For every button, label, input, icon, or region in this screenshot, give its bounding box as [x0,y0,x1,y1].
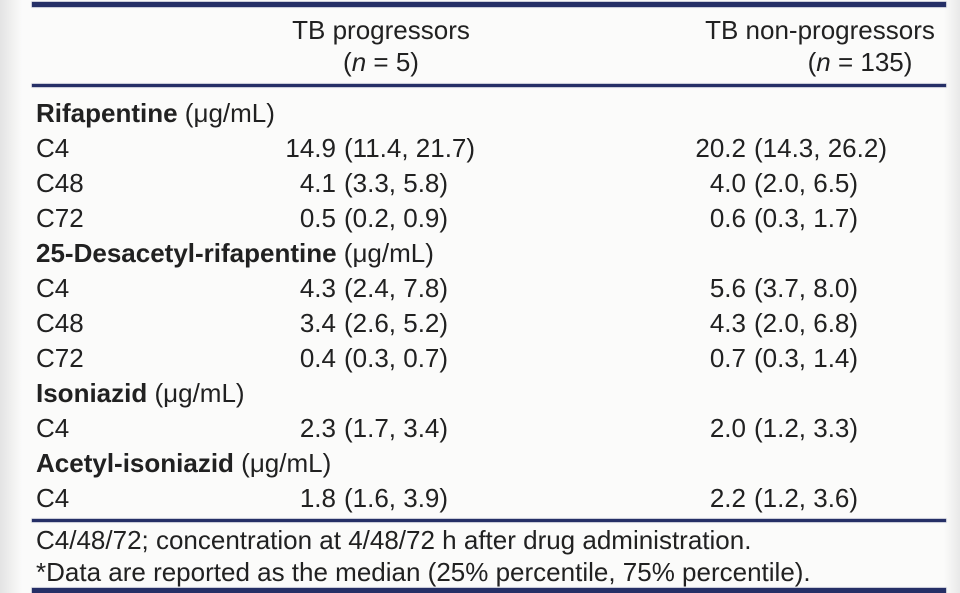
drug-name: 25-Desacetyl-rifapentine [36,238,337,268]
iqr-value: (11.4, 21.7) [344,133,476,163]
header-bottom-rule [32,84,946,87]
n-prefix: ( [343,47,352,77]
iqr-value: (0.2, 0.9) [344,203,449,233]
median-value: 0.7 [709,343,746,373]
iqr-value: (1.7, 3.4) [344,413,449,443]
iqr-value: (2.4, 7.8) [344,273,449,303]
progressors-value: 14.9 (11.4, 21.7) [240,131,500,166]
iqr-value: (1.2, 3.6) [754,483,859,513]
n-variable: n [351,47,367,77]
iqr-value: (3.3, 5.8) [344,168,449,198]
drug-unit: (μg/mL) [233,448,332,478]
nonprogressors-value: 5.6 (3.7, 8.0) [650,271,910,306]
iqr-value: (3.7, 8.0) [754,273,859,303]
drug-unit: (μg/mL) [147,378,245,408]
n-suffix: = 135) [830,47,913,77]
progressors-value: 3.4 (2.6, 5.2) [240,306,500,341]
iqr-value: (0.3, 1.7) [754,203,859,233]
section-row-acetyl-isoniazid: Acetyl-isoniazid (μg/mL) [0,446,960,481]
table-row: C4 1.8 (1.6, 3.9) 2.2 (1.2, 3.6) [0,481,960,516]
section-row-desacetyl-rifapentine: 25-Desacetyl-rifapentine (μg/mL) [0,236,960,271]
median-value: 2.0 [709,413,746,443]
row-label: C4 [36,413,70,443]
progressors-value: 0.5 (0.2, 0.9) [240,201,500,236]
progressors-value: 2.3 (1.7, 3.4) [240,411,500,446]
table-row: C48 3.4 (2.6, 5.2) 4.3 (2.0, 6.8) [0,306,960,341]
table-bottom-rule [32,588,946,593]
row-label: C4 [36,133,70,163]
nonprogressors-value: 0.6 (0.3, 1.7) [650,201,910,236]
table-row: C72 0.4 (0.3, 0.7) 0.7 (0.3, 1.4) [0,341,960,376]
drug-name: Acetyl-isoniazid [36,448,234,478]
body-bottom-rule [32,519,946,522]
drug-unit: (μg/mL) [177,98,275,128]
column-header-nonprogressors: TB non-progressors [705,15,935,45]
table-row: C4 2.3 (1.7, 3.4) 2.0 (1.2, 3.3) [0,411,960,446]
column-header-progressors-n: (n = 5) [241,46,521,78]
table-row: C48 4.1 (3.3, 5.8) 4.0 (2.0, 6.5) [0,166,960,201]
drug-unit: (μg/mL) [336,238,434,268]
progressors-value: 4.1 (3.3, 5.8) [240,166,500,201]
nonprogressors-value: 2.0 (1.2, 3.3) [650,411,910,446]
table-top-rule [32,2,946,7]
iqr-value: (2.6, 5.2) [344,308,449,338]
iqr-value: (1.2, 3.3) [754,413,859,443]
median-value: 20.2 [695,133,746,163]
median-value: 4.1 [299,168,336,198]
median-value: 2.3 [299,413,336,443]
row-label: C72 [36,203,84,233]
row-label: C4 [36,273,70,303]
table-body: Rifapentine (μg/mL) C4 14.9 (11.4, 21.7) … [0,96,960,516]
drug-name: Isoniazid [36,378,148,408]
nonprogressors-value: 0.7 (0.3, 1.4) [650,341,910,376]
median-value: 4.3 [709,308,746,338]
median-value: 4.0 [709,168,746,198]
row-label: C48 [36,168,84,198]
progressors-value: 1.8 (1.6, 3.9) [240,481,500,516]
progressors-value: 4.3 (2.4, 7.8) [240,271,500,306]
section-label: Rifapentine (μg/mL) [36,96,275,131]
median-value: 0.5 [299,203,336,233]
n-variable: n [816,47,831,77]
iqr-value: (1.6, 3.9) [344,483,449,513]
nonprogressors-value: 4.0 (2.0, 6.5) [650,166,910,201]
section-label: Acetyl-isoniazid (μg/mL) [36,446,331,481]
median-value: 5.6 [709,273,746,303]
median-value: 0.4 [299,343,336,373]
section-row-isoniazid: Isoniazid (μg/mL) [0,376,960,411]
section-label: Isoniazid (μg/mL) [36,376,245,411]
column-header-progressors: TB progressors [292,15,470,45]
iqr-value: (0.3, 0.7) [344,343,449,373]
n-suffix: = 5) [366,47,419,77]
footnote-line-2: *Data are reported as the median (25% pe… [36,557,811,587]
median-value: 1.8 [299,483,336,513]
median-value: 2.2 [709,483,746,513]
drug-name: Rifapentine [36,98,178,128]
row-label: C48 [36,308,84,338]
iqr-value: (2.0, 6.5) [754,168,859,198]
footnote-line-1: C4/48/72; concentration at 4/48/72 h aft… [36,525,752,555]
table-footnotes: C4/48/72; concentration at 4/48/72 h aft… [36,524,940,588]
nonprogressors-value: 20.2 (14.3, 26.2) [650,131,910,166]
section-label: 25-Desacetyl-rifapentine (μg/mL) [36,236,434,271]
iqr-value: (2.0, 6.8) [754,308,859,338]
table-row: C4 14.9 (11.4, 21.7) 20.2 (14.3, 26.2) [0,131,960,166]
column-header-nonprogressors-n: (n = 135) [720,46,960,78]
median-value: 4.3 [299,273,336,303]
section-row-rifapentine: Rifapentine (μg/mL) [0,96,960,131]
progressors-value: 0.4 (0.3, 0.7) [240,341,500,376]
iqr-value: (14.3, 26.2) [754,133,887,163]
n-prefix: ( [807,47,817,77]
median-value: 3.4 [299,308,336,338]
nonprogressors-value: 4.3 (2.0, 6.8) [650,306,910,341]
table-row: C72 0.5 (0.2, 0.9) 0.6 (0.3, 1.7) [0,201,960,236]
nonprogressors-value: 2.2 (1.2, 3.6) [650,481,910,516]
iqr-value: (0.3, 1.4) [754,343,859,373]
median-value: 0.6 [709,203,746,233]
table-row: C4 4.3 (2.4, 7.8) 5.6 (3.7, 8.0) [0,271,960,306]
row-label: C72 [36,343,84,373]
row-label: C4 [36,483,70,513]
median-value: 14.9 [285,133,336,163]
